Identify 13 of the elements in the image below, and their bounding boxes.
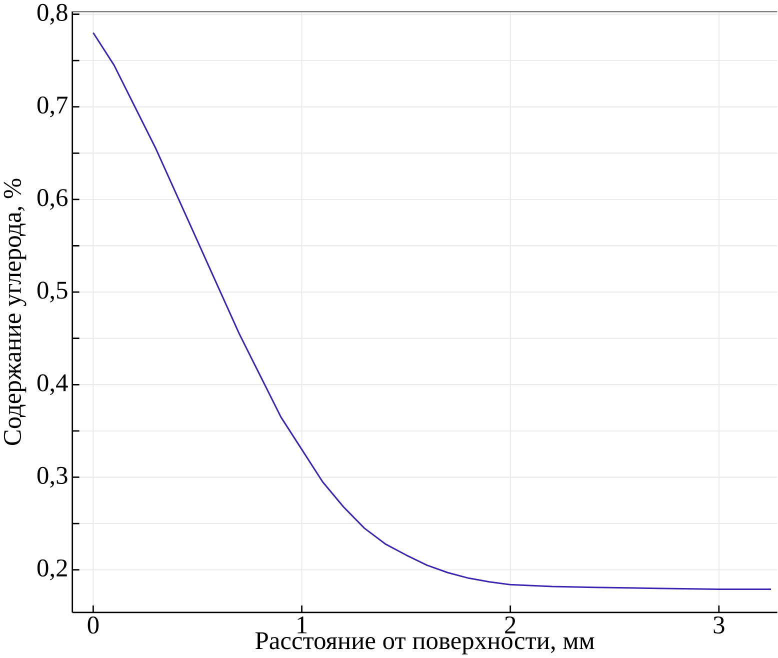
y-tick-label: 0,7 <box>37 96 68 118</box>
x-tick-label: 1 <box>298 616 307 634</box>
y-tick-label: 0,2 <box>37 559 67 580</box>
y-tick-label: 0,3 <box>37 466 68 488</box>
y-tick-label: 0,6 <box>37 188 68 210</box>
x-axis-title: Расстояние от поверхности, мм <box>256 632 594 654</box>
y-tick-label: 0,4 <box>37 374 68 395</box>
x-tick-label: 3 <box>714 616 724 634</box>
y-tick-label: 0,5 <box>37 282 68 302</box>
x-tick-label: 2 <box>505 616 516 634</box>
x-tick-label: 0 <box>88 616 99 634</box>
y-tick-label: 0,8 <box>37 4 68 25</box>
y-axis-title: Содержание углерода, % <box>4 178 26 445</box>
